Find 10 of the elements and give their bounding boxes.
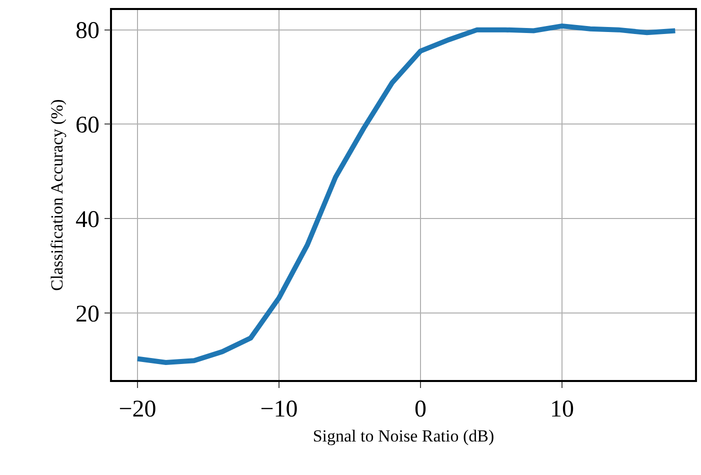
x-tick-label: 0 xyxy=(414,396,426,423)
y-tick-label: 40 xyxy=(75,207,100,233)
x-tick-label: 10 xyxy=(550,396,574,423)
x-tick-label: −20 xyxy=(118,396,156,423)
x-axis-title: Signal to Noise Ratio (dB) xyxy=(312,426,494,446)
y-tick-label: 60 xyxy=(75,112,100,139)
y-tick-label: 80 xyxy=(75,18,100,44)
y-axis-title: Classification Accuracy (%) xyxy=(48,99,66,291)
y-tick-label: 20 xyxy=(75,301,100,328)
x-tick-label: −10 xyxy=(260,396,298,423)
